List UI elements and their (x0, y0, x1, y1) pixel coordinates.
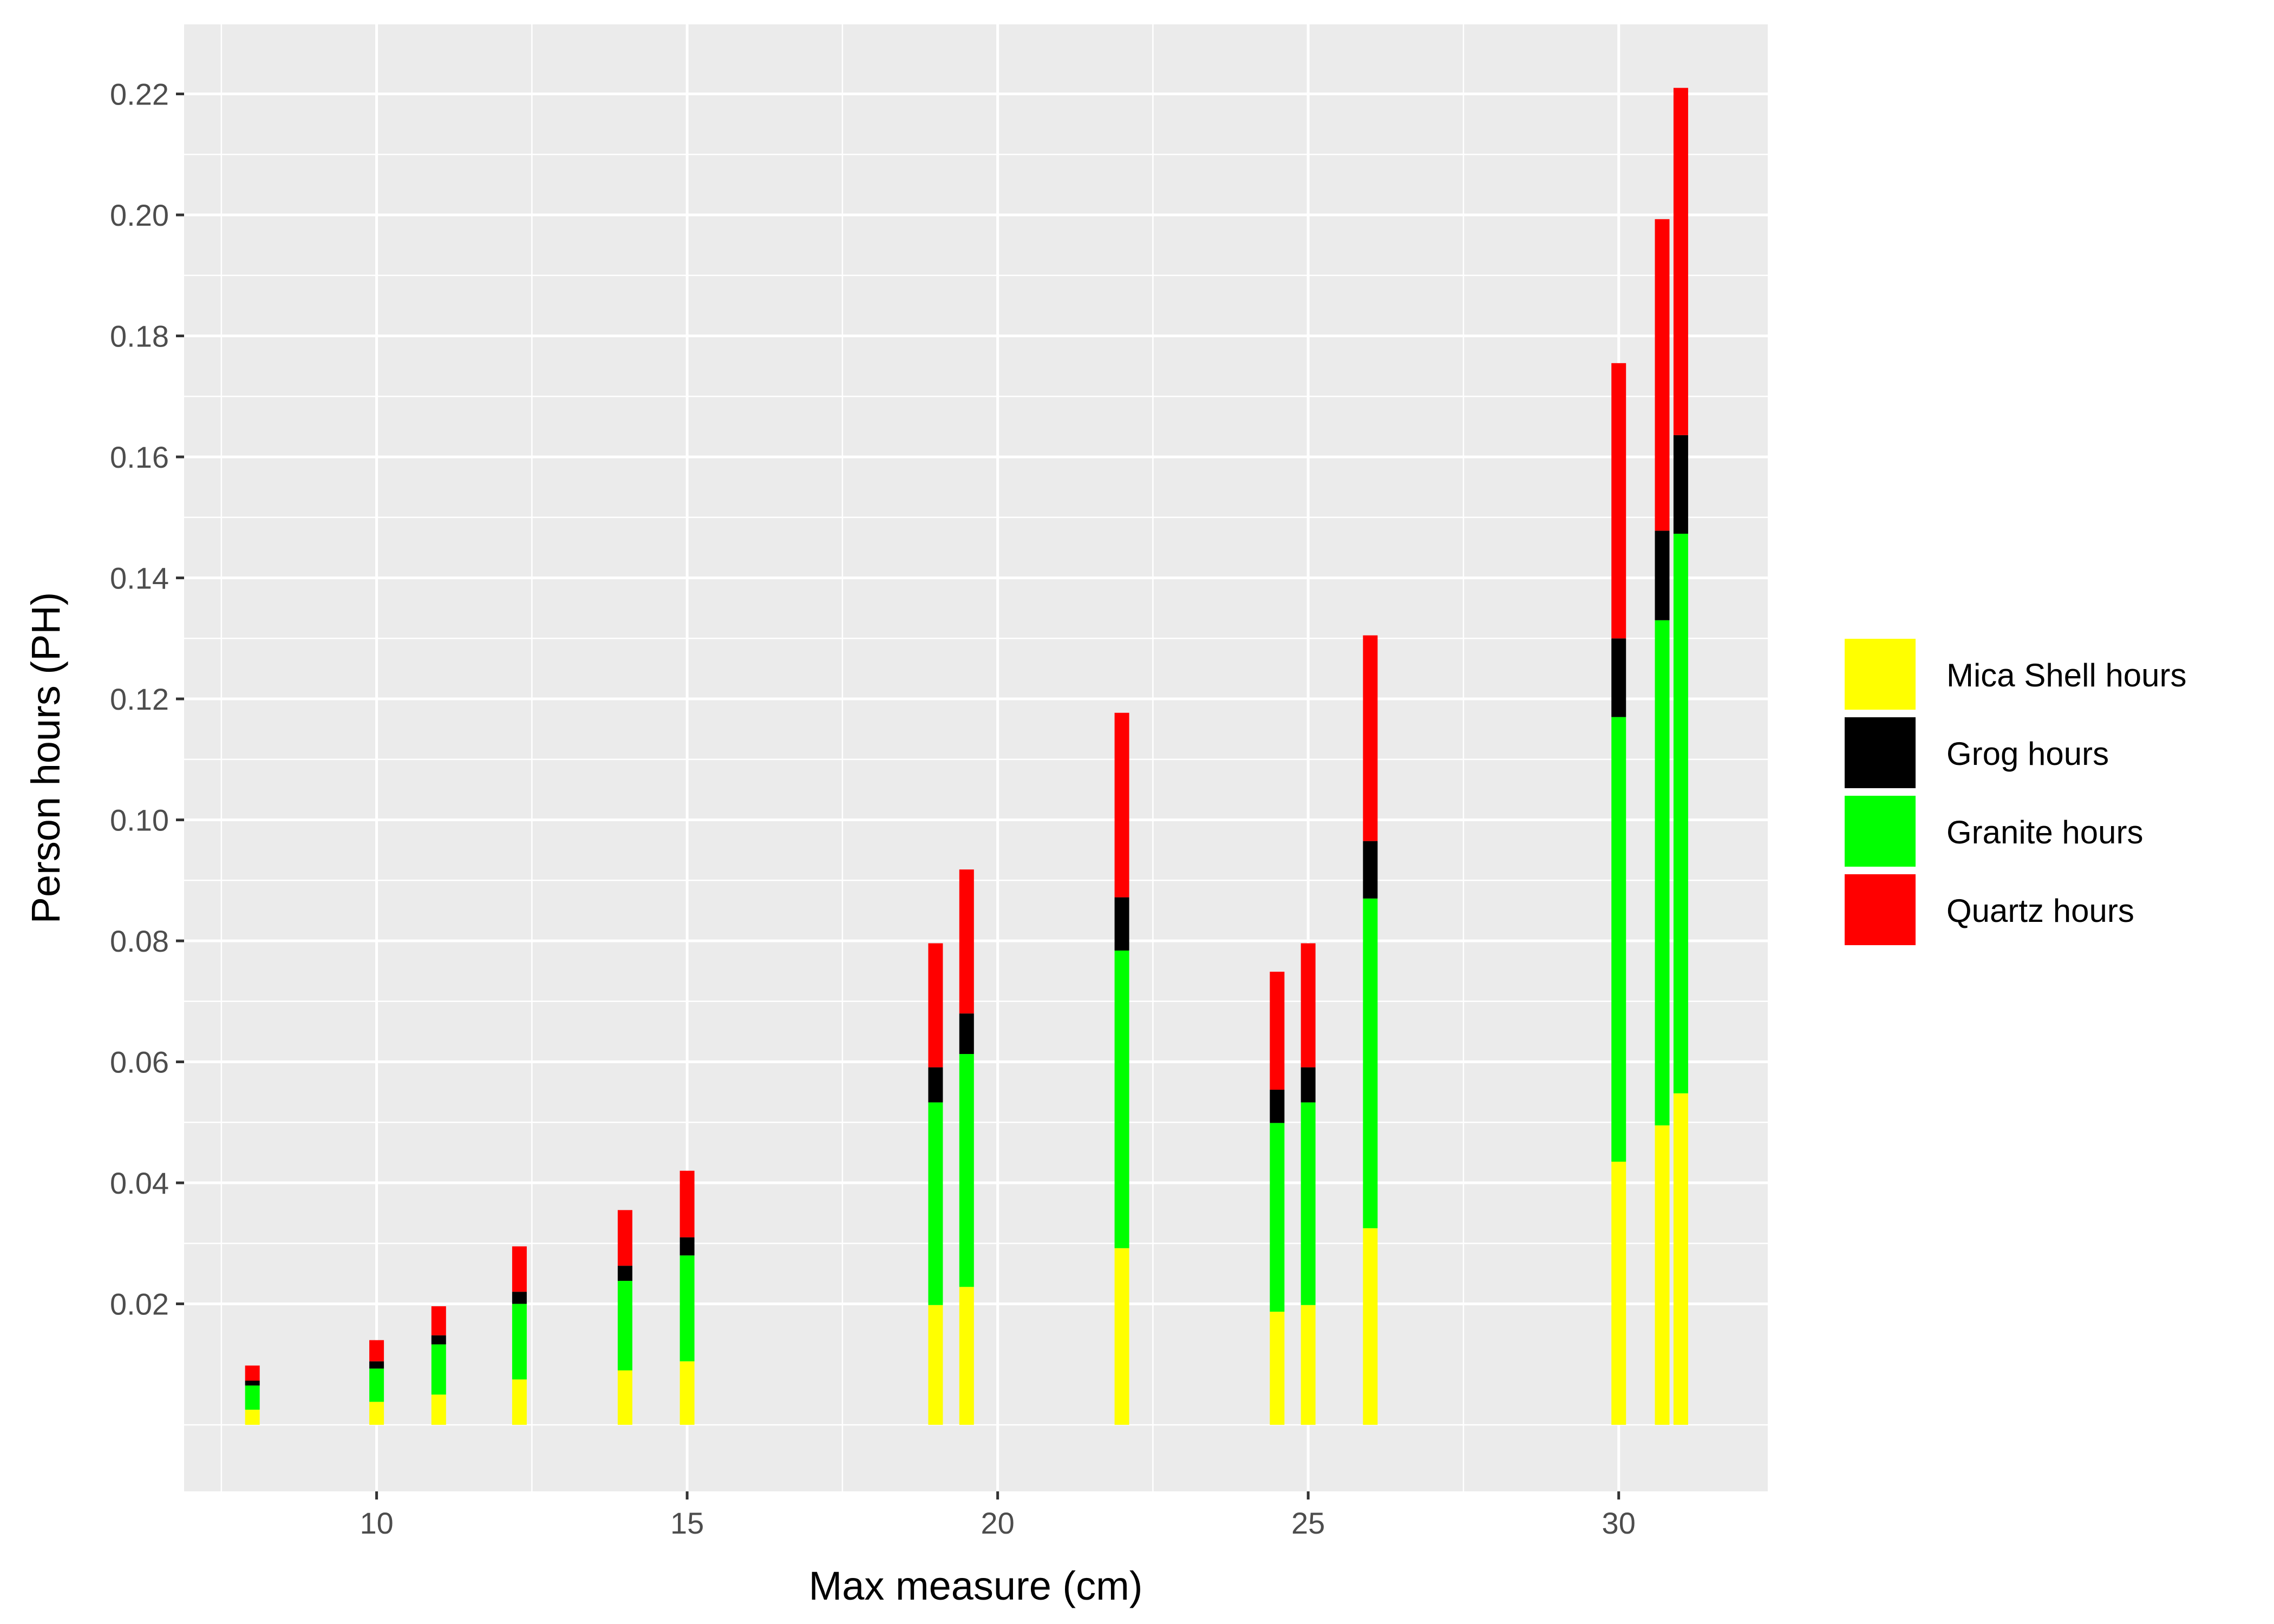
bar-segment-granite-hours (1114, 950, 1129, 1248)
bar-segment-granite-hours (369, 1368, 384, 1402)
bar-segment-quartz-hours (1301, 943, 1316, 1068)
bar-segment-quartz-hours (1270, 972, 1285, 1090)
bar-segment-grog-hours (679, 1237, 695, 1256)
legend-key-quartz (1842, 872, 1918, 947)
bar-segment-grog-hours (1611, 638, 1626, 717)
bar-segment-mica-shell-hours (1611, 1161, 1626, 1425)
bar-segment-mica-shell-hours (1301, 1305, 1316, 1425)
bar-segment-mica-shell-hours (1673, 1093, 1688, 1425)
bar-segment-grog-hours (928, 1067, 943, 1103)
bar-segment-grog-hours (1301, 1067, 1316, 1103)
legend-label-granite: Granite hours (1946, 814, 2144, 850)
bar-segment-mica-shell-hours (1270, 1312, 1285, 1425)
bar-segment-granite-hours (928, 1102, 943, 1305)
major-gridlines (184, 24, 1768, 1491)
y-tick-label: 0.16 (110, 440, 169, 474)
bar-segment-granite-hours (431, 1344, 446, 1395)
bar-segment-quartz-hours (512, 1246, 527, 1292)
minor-gridlines (184, 24, 1768, 1491)
bar-segment-grog-hours (1363, 841, 1378, 899)
bar-segment-granite-hours (1673, 533, 1688, 1093)
bar-segment-mica-shell-hours (431, 1394, 446, 1425)
bar-segment-mica-shell-hours (617, 1370, 632, 1425)
bar-segment-mica-shell-hours (1363, 1228, 1378, 1425)
bar-segment-quartz-hours (431, 1306, 446, 1335)
x-tick-label: 30 (1602, 1506, 1636, 1540)
bar-segment-mica-shell-hours (679, 1361, 695, 1425)
y-tick-label: 0.04 (110, 1166, 169, 1200)
x-tick-label: 20 (981, 1506, 1014, 1540)
bar-segment-grog-hours (369, 1361, 384, 1369)
bar-segment-quartz-hours (959, 869, 974, 1014)
bar-segment-granite-hours (1611, 717, 1626, 1162)
y-tick-label: 0.22 (110, 77, 169, 112)
y-axis-title: Person hours (PH) (23, 592, 68, 924)
bar-segment-grog-hours (1114, 897, 1129, 951)
bar-segment-quartz-hours (1673, 88, 1688, 435)
bar-segment-quartz-hours (928, 943, 943, 1068)
bar-segment-granite-hours (1363, 898, 1378, 1228)
bar-segment-quartz-hours (1363, 635, 1378, 841)
bar-segment-mica-shell-hours (959, 1287, 974, 1425)
legend-key-grog (1842, 715, 1918, 790)
bar-segment-grog-hours (959, 1013, 974, 1055)
bar-segment-granite-hours (1655, 620, 1670, 1125)
legend: Mica Shell hours Grog hours Granite hour… (1842, 637, 2187, 947)
y-tick-label: 0.06 (110, 1045, 169, 1079)
bar-segment-grog-hours (617, 1266, 632, 1281)
x-tick-label: 25 (1291, 1506, 1325, 1540)
y-tick-label: 0.18 (110, 319, 169, 353)
bar-segment-mica-shell-hours (369, 1402, 384, 1425)
y-tick-label: 0.14 (110, 561, 169, 595)
bar-segment-quartz-hours (679, 1170, 695, 1237)
bar-segment-granite-hours (1301, 1102, 1316, 1305)
legend-label-quartz: Quartz hours (1946, 893, 2134, 929)
bar-segment-mica-shell-hours (928, 1305, 943, 1425)
y-tick-label: 0.20 (110, 198, 169, 232)
bar-segment-mica-shell-hours (1655, 1125, 1670, 1425)
panel-background (184, 24, 1768, 1491)
bar-segment-mica-shell-hours (245, 1410, 260, 1425)
x-tick-label: 15 (670, 1506, 704, 1540)
legend-key-mica-shell (1842, 637, 1918, 712)
bar-segment-granite-hours (617, 1281, 632, 1371)
y-axis: 0.02 0.04 0.06 0.08 0.10 0.12 0.14 0.16 0.18 0.20… (110, 77, 184, 1321)
y-tick-label: 0.02 (110, 1287, 169, 1321)
bar-segment-granite-hours (679, 1255, 695, 1361)
bar-segment-grog-hours (245, 1380, 260, 1386)
bar-segment-mica-shell-hours (512, 1379, 527, 1425)
x-tick-label: 10 (360, 1506, 393, 1540)
y-tick-label: 0.08 (110, 924, 169, 958)
bar-segment-quartz-hours (617, 1210, 632, 1266)
bar-segment-quartz-hours (1114, 712, 1129, 898)
bar-segment-grog-hours (512, 1292, 527, 1304)
bar-segment-granite-hours (245, 1385, 260, 1410)
x-axis: 10 15 20 25 30 (360, 1491, 1636, 1540)
bar-segment-grog-hours (1270, 1089, 1285, 1123)
bar-segment-granite-hours (512, 1304, 527, 1380)
bar-segment-quartz-hours (1655, 219, 1670, 531)
y-tick-label: 0.12 (110, 682, 169, 716)
bar-segment-mica-shell-hours (1114, 1248, 1129, 1425)
legend-label-grog: Grog hours (1946, 736, 2109, 772)
bars-group (245, 88, 1688, 1425)
y-tick-label: 0.10 (110, 803, 169, 837)
bar-segment-granite-hours (959, 1054, 974, 1287)
bar-segment-quartz-hours (245, 1365, 260, 1381)
x-axis-title: Max measure (cm) (809, 1563, 1143, 1608)
legend-label-mica-shell: Mica Shell hours (1946, 657, 2187, 693)
bar-segment-quartz-hours (369, 1340, 384, 1361)
bar-segment-grog-hours (1655, 531, 1670, 620)
bar-segment-granite-hours (1270, 1123, 1285, 1312)
bar-segment-quartz-hours (1611, 363, 1626, 639)
bar-segment-grog-hours (1673, 435, 1688, 534)
legend-key-granite (1842, 794, 1918, 869)
bar-segment-grog-hours (431, 1335, 446, 1345)
